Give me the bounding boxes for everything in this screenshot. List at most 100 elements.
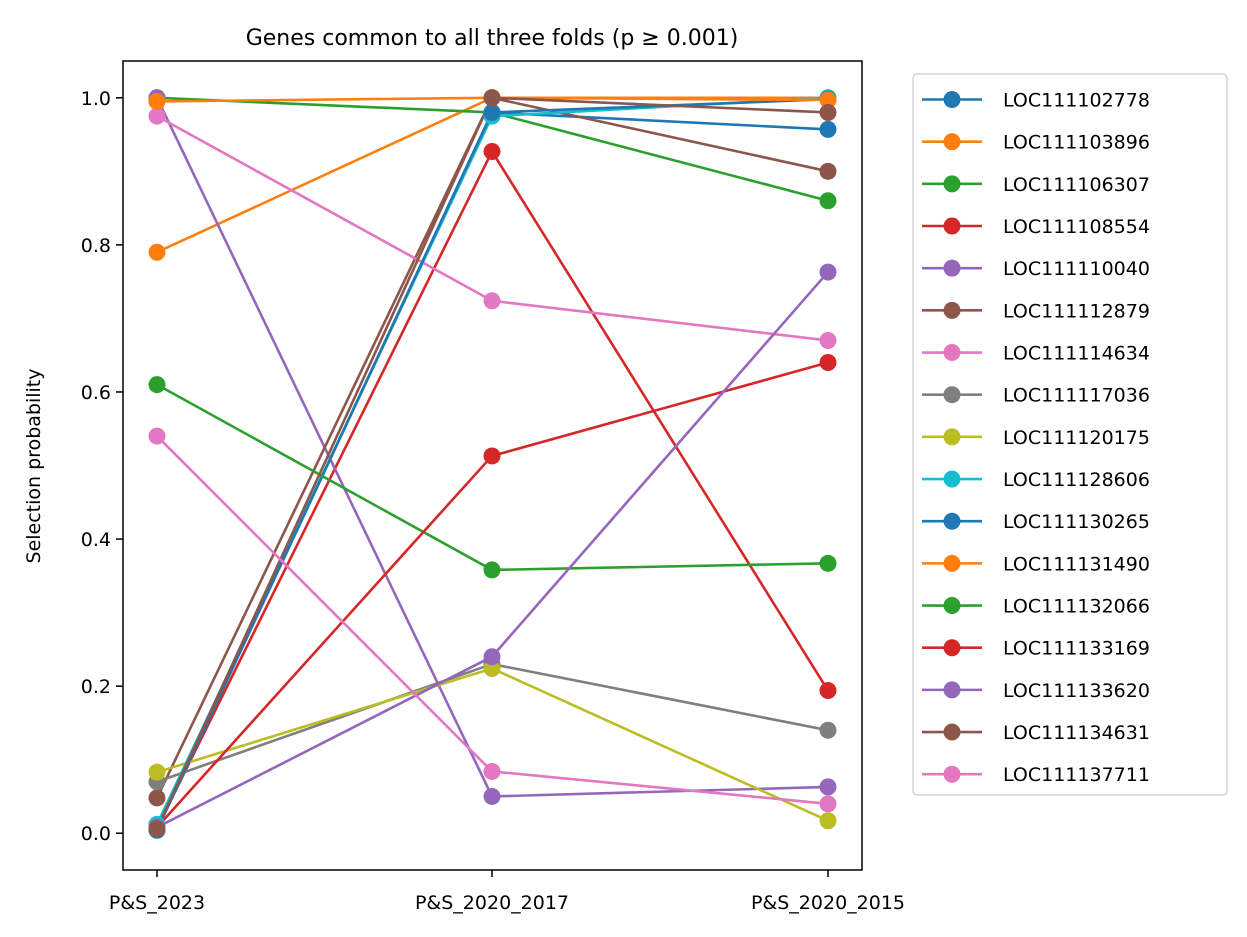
data-point-LOC111137711-0 [148,427,166,445]
legend-item-LOC111108554: LOC111108554 [922,216,1150,238]
data-point-LOC111114634-1 [483,292,501,310]
legend-item-LOC111133620: LOC111133620 [922,680,1150,702]
legend-item-LOC111117036: LOC111117036 [922,385,1150,407]
series-line-LOC111108554 [155,150,830,829]
legend-label: LOC111133620 [1003,680,1150,702]
x-tick-label: P&S_2020_2017 [415,892,569,914]
series-line-LOC111133169 [156,361,829,829]
data-point-LOC111134631-2 [819,103,837,121]
data-point-LOC111114634-0 [148,107,166,125]
y-tick-label: 0.6 [81,382,111,404]
plot-points [148,89,837,839]
legend-label: LOC111108554 [1003,216,1150,238]
y-tick-label: 1.0 [81,88,111,110]
legend-marker [943,681,961,699]
data-point-LOC111133620-1 [483,648,501,666]
legend-marker [943,639,961,657]
legend-label: LOC111134631 [1003,722,1150,744]
data-point-LOC111120175-2 [819,812,837,830]
legend-item-LOC111137711: LOC111137711 [922,764,1150,786]
legend-marker [943,259,961,277]
legend-marker [943,301,961,319]
y-tick-label: 0.8 [81,235,111,257]
series-line-LOC111132066 [156,383,829,572]
data-point-LOC111110040-1 [483,787,501,805]
data-point-LOC111130265-1 [483,103,501,121]
series-line-LOC111110040 [155,97,829,798]
data-point-LOC111103896-0 [148,243,166,261]
data-point-LOC111108554-2 [819,682,837,700]
data-point-LOC111102778-2 [819,120,837,138]
x-tick-label: P&S_2023 [109,892,205,914]
legend: LOC111102778 LOC111103896 LOC111106307 LOC1… [912,73,1228,796]
legend-marker [943,765,961,783]
data-point-LOC111120175-1 [483,659,501,677]
y-tick-label: 0.2 [81,676,111,698]
legend-label: LOC111114634 [1003,343,1150,365]
legend-label: LOC111103896 [1003,132,1150,154]
data-point-LOC111117036-2 [819,721,837,739]
legend-label: LOC111133169 [1003,638,1150,660]
legend-marker [943,723,961,741]
data-point-LOC111131490-0 [148,92,166,110]
x-tick-label: P&S_2020_2015 [751,892,905,914]
legend-label: LOC111110040 [1003,258,1150,280]
data-point-LOC111114634-2 [819,331,837,349]
data-point-LOC111110040-2 [819,778,837,796]
data-point-LOC111131490-2 [819,91,837,109]
chart-title: Genes common to all three folds (p ≥ 0.0… [246,26,739,51]
legend-item-LOC111133169: LOC111133169 [922,638,1150,660]
legend-frame [912,73,1228,796]
legend-label: LOC111132066 [1003,596,1150,618]
legend-label: LOC111137711 [1003,764,1150,786]
legend-marker [943,386,961,404]
data-point-LOC111134631-1 [483,89,501,107]
legend-marker [943,217,961,235]
data-point-LOC111133169-1 [483,447,501,465]
legend-item-LOC111130265: LOC111130265 [922,511,1150,533]
legend-item-LOC111103896: LOC111103896 [922,132,1150,154]
y-axis: 0.0 0.2 0.4 0.6 0.8 1.0 [81,88,123,845]
data-point-LOC111134631-0 [148,820,166,838]
legend-marker [943,470,961,488]
series-line-LOC111130265 [155,97,829,831]
legend-marker [943,554,961,572]
legend-label: LOC111112879 [1003,300,1150,322]
legend-item-LOC111114634: LOC111114634 [922,343,1150,365]
data-point-LOC111133169-2 [819,354,837,372]
legend-item-LOC111102778: LOC111102778 [922,90,1150,112]
data-point-LOC111133620-2 [819,263,837,281]
legend-marker [943,597,961,615]
legend-marker [943,91,961,108]
legend-marker [943,428,961,446]
data-point-LOC111137711-2 [819,795,837,813]
y-tick-label: 0.4 [81,529,111,551]
legend-item-LOC111128606: LOC111128606 [922,469,1150,491]
legend-label: LOC111128606 [1003,469,1150,491]
legend-marker [943,133,961,151]
y-axis-label: Selection probability [23,369,45,564]
data-point-LOC111132066-0 [148,376,166,394]
data-point-LOC111112879-0 [148,789,166,807]
x-axis: P&S_2023 P&S_2020_2017 P&S_2020_2015 [109,870,905,914]
legend-item-LOC111134631: LOC111134631 [922,722,1150,744]
legend-item-LOC111132066: LOC111132066 [922,596,1150,618]
y-tick-label: 0.0 [81,823,111,845]
legend-marker [943,344,961,362]
series-line-LOC111102778 [155,111,829,831]
legend-item-LOC111106307: LOC111106307 [922,174,1150,196]
legend-item-LOC111131490: LOC111131490 [922,553,1150,575]
legend-label: LOC111131490 [1003,553,1150,575]
legend-item-LOC111120175: LOC111120175 [922,427,1150,449]
data-point-LOC111137711-1 [483,762,501,780]
series-line-LOC111133620 [156,271,829,829]
data-point-LOC111112879-2 [819,162,837,180]
legend-item-LOC111112879: LOC111112879 [922,300,1150,322]
data-point-LOC111106307-2 [819,192,837,210]
legend-marker [943,175,961,193]
legend-label: LOC111117036 [1003,385,1150,407]
data-point-LOC111120175-0 [148,763,166,781]
legend-marker [943,512,961,530]
legend-label: LOC111102778 [1003,90,1150,112]
